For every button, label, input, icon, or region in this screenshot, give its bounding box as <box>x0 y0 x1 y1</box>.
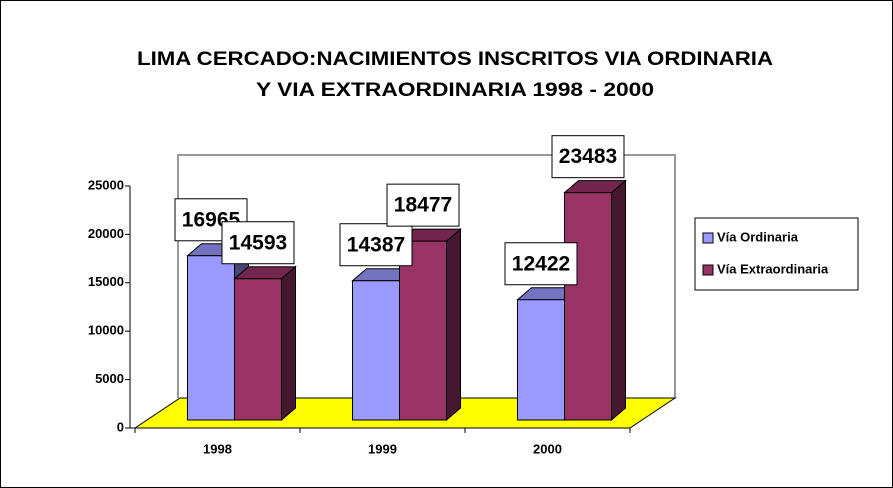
x-tick-label: 2000 <box>533 441 562 456</box>
bar-front <box>564 192 612 421</box>
back-wall <box>177 154 676 398</box>
y-tick-label: 20000 <box>88 226 124 241</box>
bar-side <box>281 265 296 422</box>
legend-label: Vía Extraordinaria <box>717 261 829 276</box>
chart-title: Y VIA EXTRAORDINARIA 1998 - 2000 <box>256 80 654 101</box>
data-label-box <box>221 221 295 265</box>
y-tick-label: 15000 <box>88 274 124 289</box>
bar-side <box>446 228 461 422</box>
y-tick-label: 0 <box>117 419 124 434</box>
bar <box>563 179 627 422</box>
data-label-box <box>339 223 413 267</box>
legend-label: Vía Ordinaria <box>717 229 799 244</box>
x-tick-label: 1999 <box>368 441 397 456</box>
data-label: 23483 <box>559 145 617 168</box>
y-tick-label: 25000 <box>88 177 124 192</box>
data-label-box <box>386 183 460 227</box>
legend-box <box>694 217 859 291</box>
bar <box>233 265 297 422</box>
bar-front <box>234 278 282 421</box>
y-tick-label: 10000 <box>88 323 124 338</box>
data-label-box <box>504 242 578 286</box>
data-label: 14593 <box>229 231 287 254</box>
data-label: 12422 <box>512 252 570 275</box>
data-label-box <box>551 135 625 179</box>
bar-front <box>517 299 565 421</box>
x-tick-label: 1998 <box>203 441 232 456</box>
chart-title: LIMA CERCADO:NACIMIENTOS INSCRITOS VIA O… <box>137 49 773 70</box>
bar-front <box>187 255 235 421</box>
data-label: 18477 <box>394 194 452 217</box>
legend-swatch <box>702 264 714 276</box>
legend-swatch <box>702 232 714 244</box>
bar-front <box>399 240 447 421</box>
data-label: 14387 <box>347 233 405 256</box>
bar <box>398 228 462 422</box>
y-tick-label: 5000 <box>95 371 124 386</box>
bar-front <box>352 280 400 421</box>
bar-side <box>611 179 626 422</box>
